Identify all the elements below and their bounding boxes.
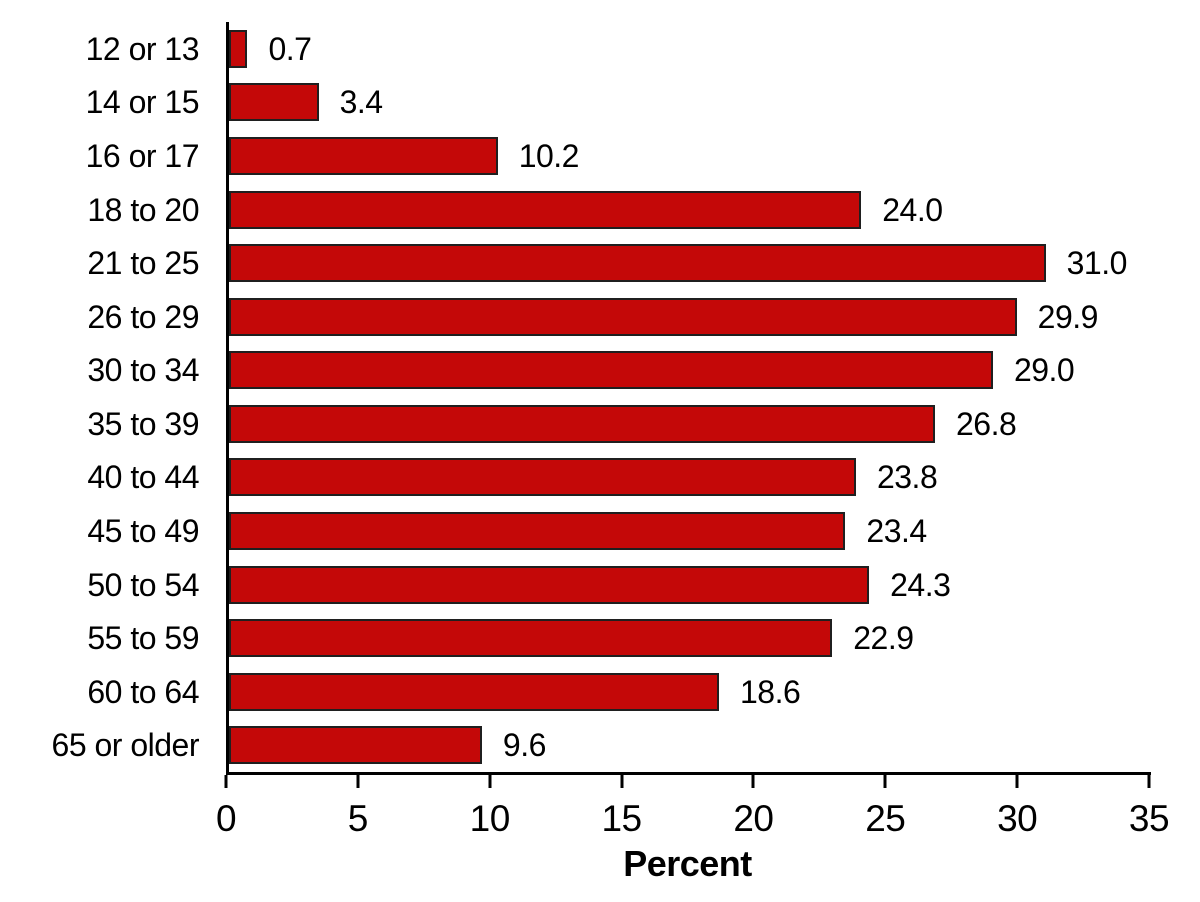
bar [229,83,319,122]
bar [229,244,1046,283]
value-label: 31.0 [1066,245,1128,282]
bar [229,726,482,765]
bar [229,404,935,443]
bar [229,297,1017,336]
x-tick-mark [751,775,755,788]
category-label: 50 to 54 [87,566,199,603]
x-tick-label: 0 [215,798,237,839]
value-label: 26.8 [955,405,1017,442]
category-label: 16 or 17 [85,137,200,174]
category-label: 12 or 13 [85,30,200,67]
category-label: 18 to 20 [87,191,199,228]
value-label: 18.6 [739,673,801,710]
category-label: 30 to 34 [87,352,199,389]
x-tick-mark [488,775,492,788]
x-tick-mark [356,775,360,788]
value-label: 9.6 [502,727,546,764]
bar-row: 50 to 54 24.3 [87,558,1151,612]
bar-row: 14 or 15 3.4 [86,76,1151,130]
bar [229,511,846,550]
bar [229,190,862,229]
category-label: 35 to 39 [87,405,199,442]
x-tick-mark [1015,775,1019,788]
value-label: 23.4 [866,512,927,549]
value-label: 3.4 [339,84,383,121]
value-label: 0.7 [268,30,312,67]
x-tick-mark [1147,775,1151,788]
x-tick-mark [224,775,228,788]
category-label: 40 to 44 [87,459,199,496]
category-label: 21 to 25 [87,245,199,282]
bar-row: 21 to 25 31.0 [87,236,1151,290]
bar-row: 40 to 44 23.8 [87,451,1151,505]
category-label: 14 or 15 [85,84,200,121]
bar-row: 65 or older 9.6 [52,719,1151,773]
x-tick-label: 25 [865,798,906,839]
bar-row: 26 to 29 29.9 [87,290,1151,344]
bar-row: 45 to 49 23.4 [87,504,1151,558]
x-tick-label: 35 [1128,798,1170,839]
x-tick-mark [620,775,624,788]
x-tick-label: 30 [997,798,1038,839]
bar [229,351,993,390]
bar-row: 55 to 59 22.9 [87,611,1151,665]
bar [229,458,856,497]
bar-row: 60 to 64 18.6 [87,665,1151,719]
x-axis-title: Percent [623,843,752,884]
category-label: 60 to 64 [87,673,199,710]
value-label: 29.9 [1037,298,1099,335]
category-label: 65 or older [51,727,200,764]
bar [229,136,498,175]
bar-row: 16 or 17 10.2 [86,129,1151,183]
category-label: 26 to 29 [87,298,199,335]
plot-area: 12 or 13 0.7 14 or 15 3.4 16 or 17 10.2 18 to … [52,22,1151,775]
x-tick-label: 20 [733,798,774,839]
value-label: 24.3 [890,566,951,603]
bar-row: 18 to 20 24.0 [87,183,1151,237]
category-label: 55 to 59 [87,620,199,657]
value-label: 23.8 [876,459,938,496]
x-tick-label: 5 [347,798,369,839]
bar [229,672,719,711]
value-label: 24.0 [882,191,943,228]
x-tick-label: 10 [469,798,511,839]
bar [229,619,833,658]
bar-row: 12 or 13 0.7 [86,22,1151,76]
category-label: 45 to 49 [87,512,199,549]
bar [229,29,248,68]
x-tick-label: 15 [601,798,642,839]
x-tick-mark [883,775,887,788]
value-label: 10.2 [518,137,580,174]
value-label: 22.9 [853,620,914,657]
bar-row: 30 to 34 29.0 [87,343,1151,397]
bar-row: 35 to 39 26.8 [87,397,1151,451]
value-label: 29.0 [1013,352,1075,389]
bar [229,565,870,604]
